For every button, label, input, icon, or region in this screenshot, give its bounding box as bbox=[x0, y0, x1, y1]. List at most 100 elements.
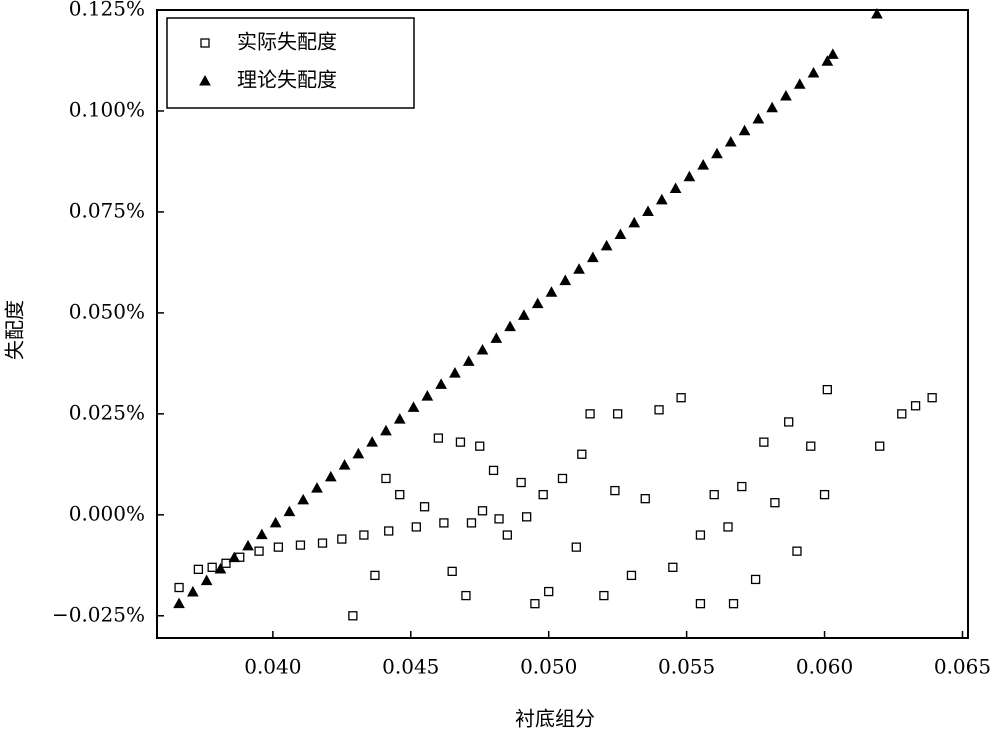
data-point bbox=[494, 514, 504, 524]
data-point bbox=[806, 441, 816, 451]
x-tick-label: 0.065 bbox=[934, 655, 991, 679]
data-point bbox=[311, 482, 323, 493]
data-point bbox=[187, 585, 199, 597]
data-point bbox=[759, 437, 769, 447]
data-point bbox=[449, 367, 461, 378]
data-point bbox=[695, 530, 706, 540]
data-point bbox=[545, 286, 558, 297]
data-point bbox=[695, 599, 706, 609]
data-point bbox=[466, 518, 477, 528]
data-point bbox=[752, 113, 765, 124]
data-point bbox=[826, 48, 839, 59]
data-point bbox=[531, 297, 544, 309]
data-point bbox=[793, 78, 806, 89]
data-point bbox=[461, 590, 471, 601]
data-point bbox=[380, 424, 392, 436]
data-point bbox=[610, 485, 620, 496]
data-point bbox=[599, 590, 609, 601]
data-point bbox=[173, 597, 185, 609]
data-point bbox=[557, 473, 568, 484]
data-point bbox=[255, 528, 268, 540]
y-tick-label: −0.025% bbox=[52, 602, 145, 626]
data-point bbox=[269, 516, 282, 528]
data-point bbox=[295, 540, 306, 550]
data-point bbox=[613, 409, 623, 419]
data-point bbox=[585, 409, 595, 419]
data-point bbox=[490, 332, 503, 343]
data-point bbox=[571, 542, 581, 552]
data-point bbox=[435, 378, 447, 389]
data-point bbox=[395, 489, 405, 500]
y-tick-label: 0.125% bbox=[69, 0, 145, 21]
data-point bbox=[724, 136, 737, 147]
data-point bbox=[573, 263, 585, 274]
y-tick-label: 0.025% bbox=[69, 400, 145, 424]
data-point bbox=[683, 170, 696, 182]
data-point bbox=[337, 534, 347, 544]
data-point bbox=[370, 570, 380, 581]
data-point bbox=[538, 489, 548, 500]
data-point bbox=[317, 538, 328, 548]
data-point bbox=[200, 574, 213, 586]
data-point bbox=[228, 551, 241, 563]
data-point bbox=[504, 320, 516, 332]
data-point bbox=[807, 66, 820, 78]
data-point bbox=[518, 309, 530, 320]
data-point bbox=[254, 546, 264, 556]
data-point bbox=[871, 8, 883, 19]
data-point bbox=[407, 401, 420, 412]
data-point bbox=[784, 417, 794, 427]
data-point bbox=[711, 147, 723, 159]
data-point bbox=[628, 216, 641, 228]
data-point bbox=[709, 489, 719, 500]
data-point bbox=[821, 55, 834, 66]
data-point bbox=[193, 564, 204, 574]
data-point bbox=[728, 599, 739, 609]
data-point bbox=[324, 470, 337, 482]
data-point bbox=[640, 494, 650, 504]
data-point bbox=[750, 574, 761, 585]
data-point bbox=[393, 413, 406, 424]
data-point bbox=[214, 562, 227, 574]
data-point bbox=[559, 274, 572, 286]
y-tick-label: 0.050% bbox=[69, 299, 145, 323]
data-point bbox=[455, 437, 466, 447]
data-point bbox=[207, 562, 217, 572]
data-point bbox=[737, 481, 747, 492]
data-point bbox=[544, 586, 554, 597]
data-point bbox=[676, 393, 686, 403]
data-point bbox=[297, 493, 310, 505]
x-tick-label: 0.050 bbox=[520, 655, 577, 679]
data-point bbox=[600, 239, 613, 251]
data-point bbox=[476, 344, 489, 355]
data-point bbox=[359, 530, 369, 540]
data-point bbox=[723, 522, 733, 532]
data-point bbox=[819, 489, 830, 500]
data-point bbox=[654, 405, 664, 415]
data-point bbox=[338, 459, 351, 470]
data-point bbox=[669, 182, 682, 194]
data-point bbox=[780, 89, 792, 101]
data-point bbox=[419, 502, 430, 512]
y-tick-label: 0.100% bbox=[69, 97, 145, 121]
data-point bbox=[770, 498, 780, 508]
data-point bbox=[642, 205, 654, 217]
data-point bbox=[668, 562, 678, 572]
data-point bbox=[516, 477, 526, 488]
data-point bbox=[897, 409, 907, 419]
data-point bbox=[433, 433, 444, 443]
data-point bbox=[586, 251, 599, 263]
data-point bbox=[577, 449, 587, 459]
data-point bbox=[174, 582, 184, 593]
data-point bbox=[822, 384, 832, 395]
data-point bbox=[366, 436, 379, 447]
x-tick-label: 0.045 bbox=[382, 655, 439, 679]
data-point bbox=[273, 542, 284, 552]
data-point bbox=[462, 355, 475, 366]
data-point bbox=[283, 505, 296, 517]
legend-box bbox=[166, 17, 415, 109]
data-point bbox=[792, 546, 802, 556]
y-tick-label: 0.000% bbox=[69, 501, 145, 525]
legend-marker bbox=[199, 74, 211, 86]
